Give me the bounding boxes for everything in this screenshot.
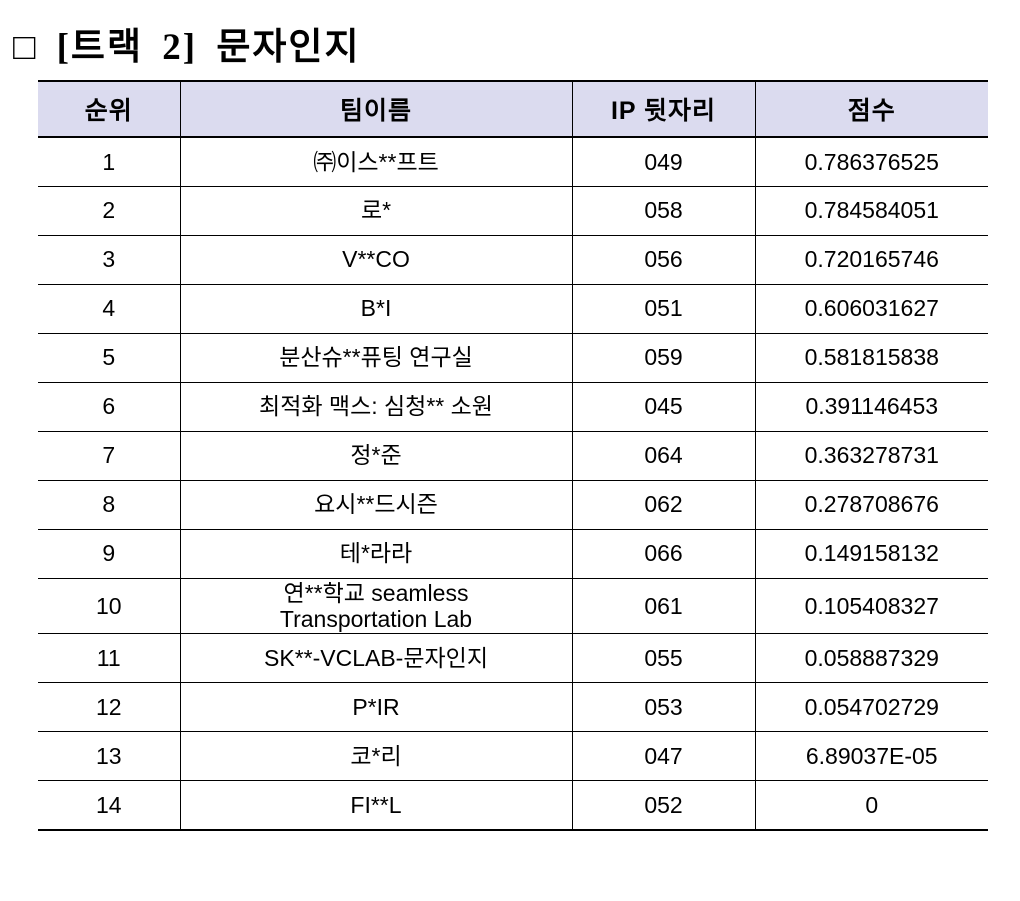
rank-cell: 6 (38, 382, 180, 432)
table-row: 8 요시**드시즌 062 0.278708676 (38, 480, 988, 530)
table-row: 11 SK**-VCLAB-문자인지 055 0.058887329 (38, 633, 988, 684)
ip-cell: 053 (571, 682, 755, 733)
score-cell: 0.054702729 (754, 682, 988, 733)
ip-cell: 056 (571, 235, 755, 285)
leaderboard-table: 순위 팀이름 IP 뒷자리 점수 1 ㈜이스**프트 049 0.786376525 2… (38, 80, 988, 831)
team-cell: P*IR (179, 682, 572, 733)
rank-cell: 12 (38, 682, 180, 733)
team-cell: 테*라라 (179, 529, 572, 579)
header-rank: 순위 (38, 81, 180, 138)
table-row: 2 로* 058 0.784584051 (38, 186, 988, 236)
score-cell: 0.363278731 (754, 431, 988, 481)
score-cell: 0 (754, 780, 988, 830)
ip-cell: 059 (571, 333, 755, 383)
rank-cell: 8 (38, 480, 180, 530)
header-team: 팀이름 (179, 81, 572, 138)
table-row: 14 FI**L 052 0 (38, 780, 988, 830)
score-cell: 0.581815838 (754, 333, 988, 383)
table-row: 7 정*준 064 0.363278731 (38, 431, 988, 481)
table-row: 9 테*라라 066 0.149158132 (38, 529, 988, 579)
score-cell: 0.278708676 (754, 480, 988, 530)
score-cell: 0.058887329 (754, 633, 988, 684)
score-cell: 0.105408327 (754, 578, 988, 635)
ip-cell: 055 (571, 633, 755, 684)
rank-cell: 5 (38, 333, 180, 383)
header-score: 점수 (754, 81, 988, 138)
rank-cell: 14 (95, 791, 122, 818)
table-body: 1 ㈜이스**프트 049 0.786376525 2 로* 058 0.784584051 3… (38, 137, 988, 830)
ip-cell: 047 (571, 731, 755, 782)
table-row: 10 연**학교 seamless Transportation Lab 061 0.… (38, 578, 988, 635)
team-cell: 최적화 맥스: 심청** 소원 (179, 382, 572, 432)
team-cell: 분산슈**퓨팅 연구실 (179, 333, 572, 383)
score-cell: 6.89037E-05 (754, 731, 988, 782)
ip-cell: 058 (571, 186, 755, 236)
team-cell: ㈜이스**프트 (179, 137, 572, 187)
ip-cell: 052 (571, 780, 755, 830)
ip-cell: 066 (571, 529, 755, 579)
rank-cell: 9 (38, 529, 180, 579)
header-row: 순위 팀이름 IP 뒷자리 점수 (38, 81, 988, 138)
table-row: 4 B*I 051 0.606031627 (38, 284, 988, 334)
ip-cell: 045 (571, 382, 755, 432)
team-cell: FI**L (179, 780, 572, 830)
team-cell: SK**-VCLAB-문자인지 (179, 633, 572, 684)
score-cell: 0.720165746 (754, 235, 988, 285)
rank-cell: 13 (38, 731, 180, 782)
team-cell: B*I (179, 284, 572, 334)
ip-cell: 062 (571, 480, 755, 530)
score-cell: 0.149158132 (754, 529, 988, 579)
team-cell: 로* (179, 186, 572, 236)
team-cell: 코*리 (179, 731, 572, 782)
team-cell: 요시**드시즌 (179, 480, 572, 530)
team-cell: V**CO (179, 235, 572, 285)
score-cell: 0.784584051 (754, 186, 988, 236)
rank-cell: 3 (38, 235, 180, 285)
table-row: 6 최적화 맥스: 심청** 소원 045 0.391146453 (38, 382, 988, 432)
table-row: 12 P*IR 053 0.054702729 (38, 682, 988, 733)
ip-cell: 051 (571, 284, 755, 334)
rank-cell: 1 (38, 137, 180, 187)
table-row: 3 V**CO 056 0.720165746 (38, 235, 988, 285)
rank-cell: 7 (38, 431, 180, 481)
rank-cell: 11 (38, 633, 180, 684)
table-row: 5 분산슈**퓨팅 연구실 059 0.581815838 (38, 333, 988, 383)
rank-cell: 4 (38, 284, 180, 334)
rank-cell: 10 (38, 578, 180, 635)
team-cell: 연**학교 seamless Transportation Lab (179, 578, 572, 635)
score-cell: 0.786376525 (754, 137, 988, 187)
page-title: □ [트랙 2] 문자인지 (13, 27, 361, 68)
ip-cell: 064 (571, 431, 755, 481)
ip-cell: 049 (571, 137, 755, 187)
score-cell: 0.606031627 (754, 284, 988, 334)
team-cell: 정*준 (179, 431, 572, 481)
score-cell: 0.391146453 (754, 382, 988, 432)
header-ip: IP 뒷자리 (571, 81, 755, 138)
rank-cell: 2 (38, 186, 180, 236)
table-row: 13 코*리 047 6.89037E-05 (38, 731, 988, 782)
table-row: 1 ㈜이스**프트 049 0.786376525 (38, 137, 988, 187)
ip-cell: 061 (571, 578, 755, 635)
